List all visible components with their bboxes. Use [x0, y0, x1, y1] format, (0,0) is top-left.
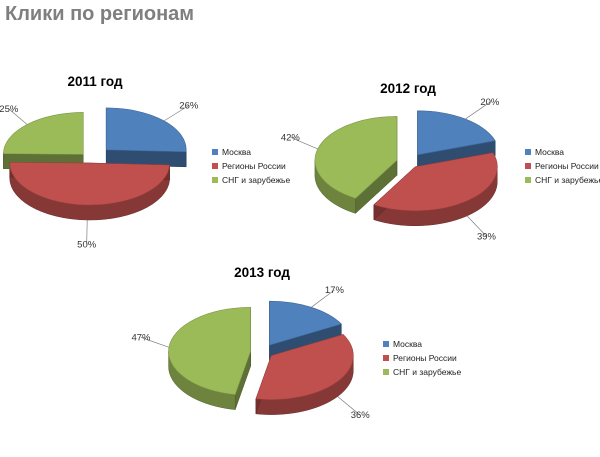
data-label: 26% [179, 101, 199, 112]
legend-entry: СНГ и зарубежье [535, 175, 600, 185]
legend-swatch [383, 369, 389, 375]
legend-entry: СНГ и зарубежье [393, 367, 461, 377]
data-label: 39% [477, 231, 497, 242]
data-label: 36% [351, 410, 371, 421]
legend-swatch [383, 355, 389, 361]
label-leader [8, 108, 28, 125]
legend-entry: Регионы России [393, 353, 457, 363]
legend-entry: Москва [393, 339, 422, 349]
legend-swatch [525, 149, 531, 155]
label-leader [163, 105, 189, 122]
legend-entry: Москва [222, 147, 251, 157]
legend-swatch [212, 149, 218, 155]
pie-chart-2: 2012 год 20% 39% 42% Москва Регионы России СНГ… [281, 81, 600, 242]
data-label: 50% [77, 239, 97, 250]
chart-title: 2012 год [380, 81, 436, 96]
label-leader [86, 220, 88, 245]
label-leader [311, 289, 335, 308]
label-leader [466, 215, 487, 237]
legend-entry: Регионы России [222, 161, 286, 171]
legend-swatch [525, 163, 531, 169]
pie-slice-СНГ и зарубежье [168, 307, 251, 395]
legend: Москва Регионы России СНГ и зарубежье [383, 339, 461, 377]
label-leader [140, 337, 170, 348]
data-label: 17% [325, 285, 345, 296]
legend-swatch [212, 163, 218, 169]
pie-slice-Москва [417, 110, 496, 156]
pie-chart-3: 2013 год 17% 36% 47% Москва Регионы России СНГ… [131, 265, 461, 421]
label-leader [290, 137, 318, 150]
legend-entry: Регионы России [535, 161, 599, 171]
page-title: Клики по регионам [5, 3, 195, 25]
data-label: 42% [281, 132, 301, 143]
pie-slice-Регионы России [373, 152, 498, 212]
pie-slice-Регионы России [9, 162, 170, 206]
legend: Москва Регионы России СНГ и зарубежье [212, 147, 290, 185]
label-leader [465, 101, 491, 120]
legend-swatch [525, 177, 531, 183]
pie-slice-Регионы России [255, 334, 354, 400]
legend-entry: СНГ и зарубежье [222, 175, 290, 185]
chart-title: 2011 год [67, 74, 123, 89]
legend: Москва Регионы России СНГ и зарубежье [525, 147, 600, 185]
label-leader [337, 396, 361, 416]
data-label: 47% [131, 332, 151, 343]
pie-chart-1: 2011 год 26% 50% 25% Москва Регионы России СНГ… [0, 74, 290, 250]
chart-title: 2013 год [234, 265, 290, 280]
pie-slice-СНГ и зарубежье [314, 116, 398, 199]
data-label: 20% [480, 97, 500, 108]
pie-slice-Москва [105, 107, 187, 153]
legend-entry: Москва [535, 147, 564, 157]
legend-swatch [212, 177, 218, 183]
pie-slice-СНГ и зарубежье [2, 112, 84, 155]
legend-swatch [383, 341, 389, 347]
data-label: 25% [0, 104, 19, 115]
